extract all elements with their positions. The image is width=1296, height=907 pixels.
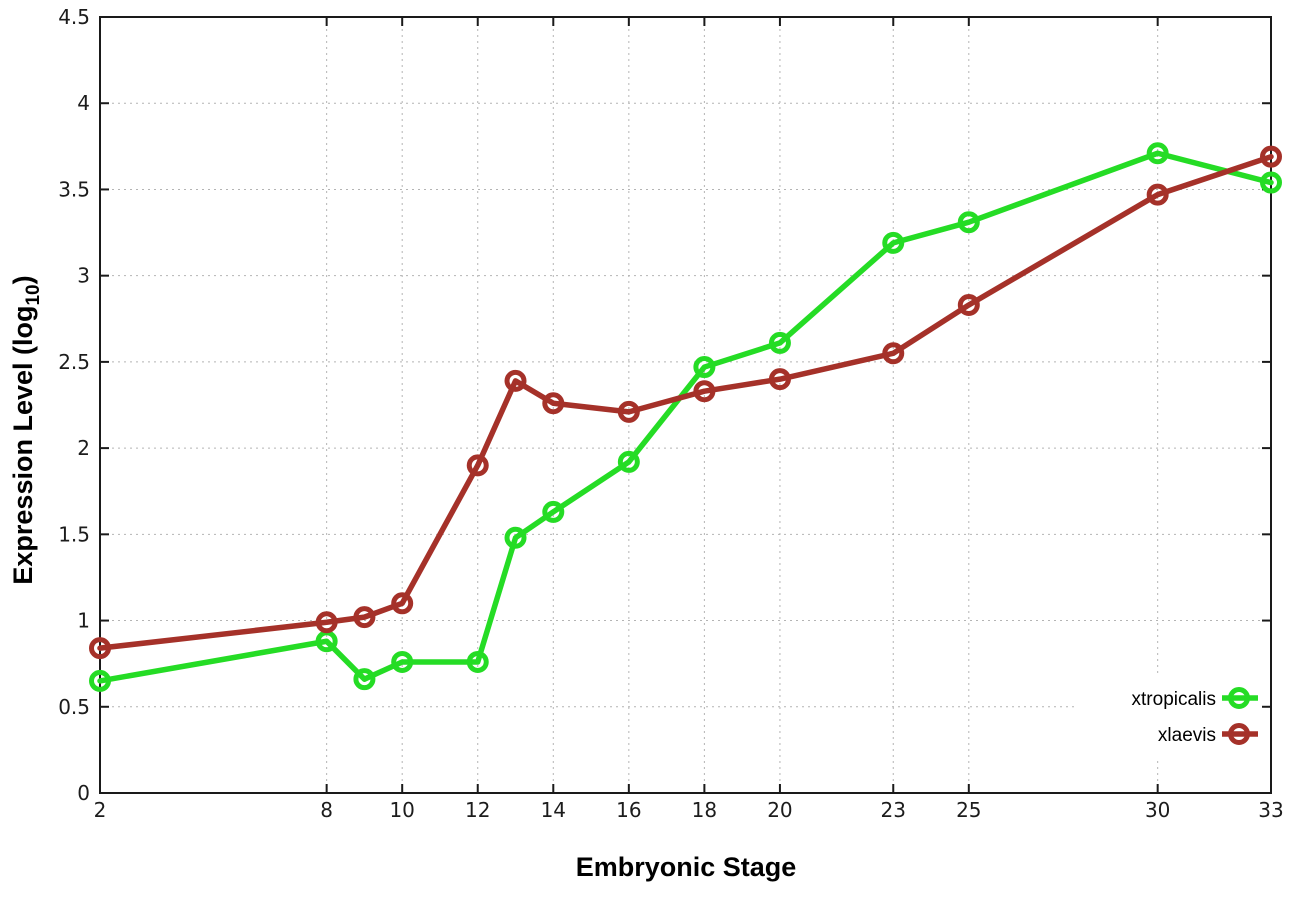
legend-marker-xlaevis-open-circle-icon xyxy=(1228,723,1250,745)
data-point-xtropicalis-stage-20 xyxy=(768,331,791,354)
data-point-xtropicalis-stage-14 xyxy=(542,500,565,523)
y-tick-label-4: 4 xyxy=(77,91,90,115)
legend-item-xlaevis: xlaevis xyxy=(1158,723,1258,746)
data-point-xlaevis-stage-16 xyxy=(617,400,640,423)
y-axis-title-close: ) xyxy=(8,275,38,284)
series-xlaevis xyxy=(89,145,1282,660)
x-tick-label-2: 2 xyxy=(94,798,107,822)
legend-label-xlaevis: xlaevis xyxy=(1158,725,1216,746)
data-point-xtropicalis-stage-25 xyxy=(957,211,980,234)
data-point-xtropicalis-stage-30 xyxy=(1146,142,1169,165)
data-point-xtropicalis-stage-2 xyxy=(89,669,111,692)
y-tick-label-1.5: 1.5 xyxy=(58,522,90,546)
x-tick-labels: 2 8 10 12 14 16 18 20 23 25 30 33 xyxy=(94,798,1284,822)
data-point-xtropicalis-stage-23 xyxy=(882,231,905,254)
x-tick-label-14: 14 xyxy=(541,798,566,822)
data-point-xlaevis-stage-9 xyxy=(353,606,376,629)
data-point-xtropicalis-stage-33 xyxy=(1260,171,1282,194)
x-tick-label-30: 30 xyxy=(1145,798,1170,822)
data-point-xtropicalis-stage-18 xyxy=(693,356,716,379)
x-tick-label-20: 20 xyxy=(767,798,792,822)
data-point-xtropicalis-stage-16 xyxy=(617,450,640,473)
data-point-xtropicalis-stage-13 xyxy=(504,526,527,549)
legend: xtropicalis xlaevis xyxy=(1132,687,1258,746)
data-point-xlaevis-stage-12 xyxy=(466,454,489,477)
x-tick-label-16: 16 xyxy=(616,798,641,822)
y-tick-label-2: 2 xyxy=(77,436,90,460)
data-point-xlaevis-stage-13 xyxy=(504,369,527,392)
data-point-xlaevis-stage-30 xyxy=(1146,183,1169,206)
x-tick-label-33: 33 xyxy=(1258,798,1283,822)
data-point-xlaevis-stage-2 xyxy=(89,637,111,660)
x-tick-label-18: 18 xyxy=(692,798,717,822)
x-tick-label-23: 23 xyxy=(881,798,906,822)
data-point-xlaevis-stage-25 xyxy=(957,293,980,316)
legend-marker-xtropicalis-open-circle-icon xyxy=(1228,687,1250,709)
x-tick-label-8: 8 xyxy=(320,798,333,822)
y-tick-label-4.5: 4.5 xyxy=(58,5,90,29)
data-series xyxy=(89,142,1282,692)
legend-item-xtropicalis: xtropicalis xyxy=(1132,687,1258,710)
data-point-xtropicalis-stage-10 xyxy=(391,650,414,673)
y-tick-label-0.5: 0.5 xyxy=(58,695,90,719)
x-axis-title: Embryonic Stage xyxy=(576,852,797,882)
data-point-xlaevis-stage-33 xyxy=(1260,145,1282,168)
x-tick-label-25: 25 xyxy=(956,798,981,822)
y-axis-title: Expression Level (log10) xyxy=(8,275,44,584)
series-line-xlaevis xyxy=(97,153,1274,651)
y-tick-label-3.5: 3.5 xyxy=(58,177,90,201)
series-xtropicalis xyxy=(89,142,1282,692)
y-tick-label-3: 3 xyxy=(77,264,90,288)
legend-label-xtropicalis: xtropicalis xyxy=(1132,689,1216,710)
data-point-xlaevis-stage-8 xyxy=(315,611,338,634)
y-tick-label-0: 0 xyxy=(77,781,90,805)
plot-border xyxy=(99,16,1272,794)
x-tick-label-10: 10 xyxy=(389,798,414,822)
data-point-xlaevis-stage-23 xyxy=(882,342,905,365)
data-point-xlaevis-stage-18 xyxy=(693,380,716,403)
data-point-xlaevis-stage-10 xyxy=(391,592,414,615)
data-point-xtropicalis-stage-9 xyxy=(353,668,376,691)
y-tick-labels: 0 0.5 1 1.5 2 2.5 3 3.5 4 4.5 xyxy=(58,5,90,805)
y-axis-title-main: Expression Level (log xyxy=(8,306,38,585)
data-point-xtropicalis-stage-12 xyxy=(466,650,489,673)
data-point-xlaevis-stage-14 xyxy=(542,392,565,415)
data-point-xlaevis-stage-20 xyxy=(768,368,791,391)
y-axis-title-subscript: 10 xyxy=(23,284,44,305)
y-tick-label-2.5: 2.5 xyxy=(58,350,90,374)
x-tick-label-12: 12 xyxy=(465,798,490,822)
y-tick-label-1: 1 xyxy=(77,609,90,633)
